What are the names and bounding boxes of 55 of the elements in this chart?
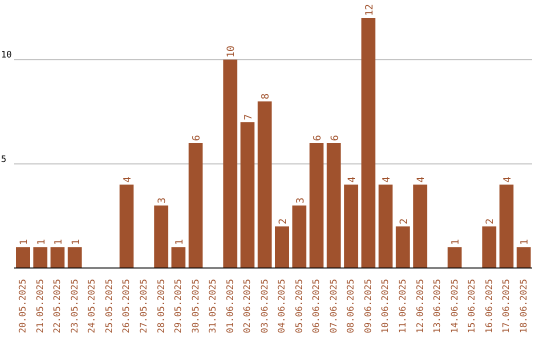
data-label: 10 <box>226 46 238 58</box>
x-tick-label: 31.05.2025 <box>208 279 219 334</box>
x-tick-label: 23.05.2025 <box>70 279 80 334</box>
x-tick-label: 26.05.2025 <box>122 279 132 334</box>
data-label: 3 <box>157 197 168 204</box>
data-label: 4 <box>502 176 514 183</box>
data-label: 4 <box>347 176 358 183</box>
x-tick-label: 18.06.2025 <box>519 279 530 334</box>
x-tick-label: 14.06.2025 <box>450 279 460 334</box>
data-label: 2 <box>278 218 289 224</box>
data-label: 2 <box>485 218 496 224</box>
data-label: 1 <box>19 239 30 246</box>
y-tick-label: 5 <box>1 154 6 165</box>
data-label: 1 <box>36 239 48 246</box>
x-tick-label: 07.06.2025 <box>329 279 340 334</box>
data-label: 1 <box>450 239 462 246</box>
x-tick-label: 30.05.2025 <box>191 279 202 334</box>
x-tick-label: 15.06.2025 <box>468 279 478 334</box>
x-tick-label: 16.06.2025 <box>484 279 495 334</box>
x-tick-label: 03.06.2025 <box>260 279 270 334</box>
data-label: 6 <box>192 134 203 141</box>
x-tick-label: 20.05.2025 <box>18 279 29 334</box>
data-label: 7 <box>243 114 254 120</box>
x-tick-label: 10.06.2025 <box>381 279 392 334</box>
x-tick-label: 05.06.2025 <box>294 279 305 334</box>
data-label: 4 <box>122 176 134 183</box>
data-label: 12 <box>364 4 376 16</box>
x-tick-label: 13.06.2025 <box>433 279 444 334</box>
data-label: 1 <box>520 239 531 246</box>
x-tick-label: 09.06.2025 <box>364 279 374 334</box>
x-tick-label: 22.05.2025 <box>53 279 64 334</box>
x-tick-label: 27.05.2025 <box>140 279 150 334</box>
data-label: 3 <box>295 197 306 204</box>
data-label: 1 <box>70 239 82 246</box>
x-tick-label: 21.05.2025 <box>36 279 46 334</box>
data-label: 1 <box>174 239 186 246</box>
x-tick-label: 12.06.2025 <box>416 279 426 334</box>
x-tick-label: 29.05.2025 <box>174 279 184 334</box>
x-tick-label: 01.06.2025 <box>226 279 236 334</box>
x-tick-label: 24.05.2025 <box>88 279 98 334</box>
data-label: 2 <box>398 218 410 224</box>
x-tick-label: 08.06.2025 <box>346 279 357 334</box>
x-tick-label: 04.06.2025 <box>278 279 288 334</box>
data-label: 6 <box>330 134 341 141</box>
data-label: 8 <box>260 93 272 100</box>
x-tick-label: 02.06.2025 <box>243 279 254 334</box>
x-tick-label: 11.06.2025 <box>398 279 408 334</box>
data-label: 1 <box>54 239 65 246</box>
x-tick-label: 28.05.2025 <box>156 279 167 334</box>
x-tick-label: 06.06.2025 <box>312 279 322 334</box>
x-tick-label: 17.06.2025 <box>502 279 512 334</box>
data-label: 4 <box>416 176 428 183</box>
x-tick-label: 25.05.2025 <box>104 279 115 334</box>
data-label: 6 <box>312 134 324 141</box>
data-label: 4 <box>382 176 393 183</box>
